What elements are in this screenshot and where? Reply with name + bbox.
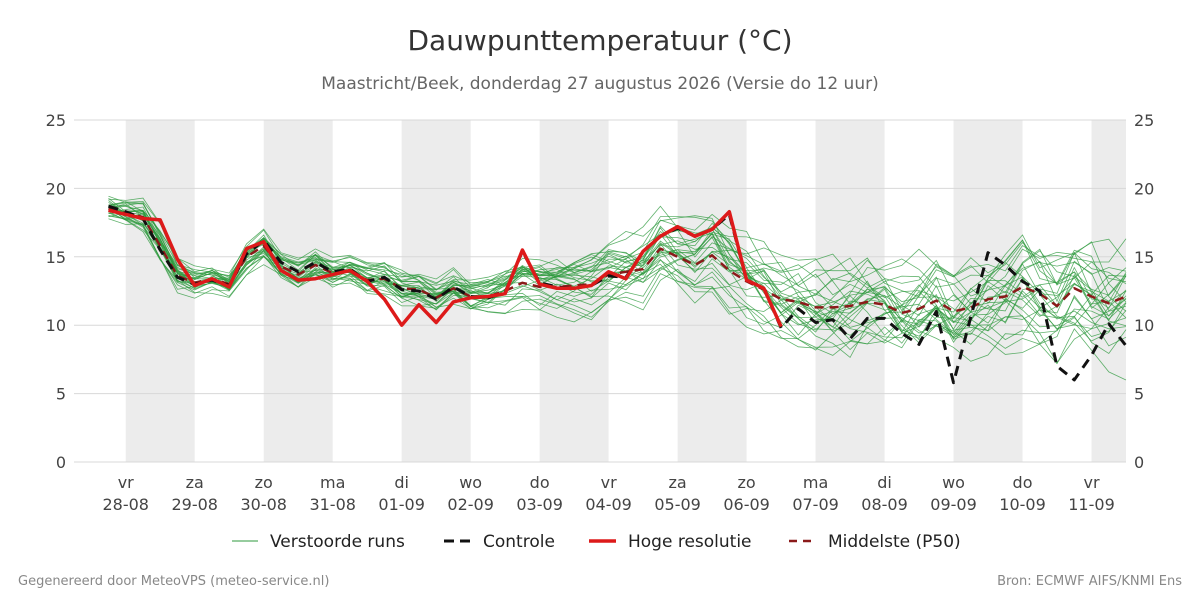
x-tick-day-12: wo <box>942 473 965 492</box>
ensemble-member-19 <box>108 205 1127 334</box>
x-tick-date-8: 05-09 <box>654 495 701 514</box>
y-tick-left-20: 20 <box>46 179 66 198</box>
x-tick-day-7: vr <box>601 473 617 492</box>
x-tick-day-0: vr <box>118 473 134 492</box>
y-tick-right-25: 25 <box>1134 111 1154 130</box>
chart-title: Dauwpunttemperatuur (°C) <box>407 24 792 57</box>
x-tick-date-5: 02-09 <box>447 495 494 514</box>
chart-subtitle: Maastricht/Beek, donderdag 27 augustus 2… <box>321 74 878 94</box>
footer-source: Bron: ECMWF AIFS/KNMI Ens <box>997 574 1182 589</box>
series-line-high-res <box>108 208 783 328</box>
x-tick-day-2: zo <box>255 473 273 492</box>
y-tick-right-0: 0 <box>1134 453 1144 472</box>
x-tick-date-12: 09-09 <box>930 495 977 514</box>
x-tick-date-6: 03-09 <box>516 495 563 514</box>
x-tick-day-1: za <box>186 473 204 492</box>
x-tick-date-9: 06-09 <box>723 495 770 514</box>
y-tick-right-5: 5 <box>1134 385 1144 404</box>
y-tick-left-5: 5 <box>56 385 66 404</box>
x-tick-day-13: do <box>1013 473 1033 492</box>
x-tick-day-6: do <box>530 473 550 492</box>
x-tick-date-14: 11-09 <box>1068 495 1115 514</box>
day-shading-layer <box>125 120 1126 462</box>
legend-label-high-res: Hoge resolutie <box>628 532 752 552</box>
day-band-1 <box>263 120 333 462</box>
x-tick-day-11: di <box>877 473 892 492</box>
y-tick-right-20: 20 <box>1134 179 1154 198</box>
x-tick-date-10: 07-09 <box>792 495 839 514</box>
legend-label-control: Controle <box>483 532 555 552</box>
y-tick-left-25: 25 <box>46 111 66 130</box>
x-tick-day-14: vr <box>1083 473 1099 492</box>
y-tick-right-10: 10 <box>1134 316 1154 335</box>
x-tick-date-13: 10-09 <box>999 495 1046 514</box>
ensemble-member-28 <box>108 210 1127 345</box>
x-tick-date-0: 28-08 <box>102 495 149 514</box>
x-tick-date-4: 01-09 <box>378 495 425 514</box>
ensemble-member-25 <box>108 200 1127 345</box>
x-tick-date-3: 31-08 <box>309 495 356 514</box>
footer-credit: Gegenereerd door MeteoVPS (meteo-service… <box>18 574 329 589</box>
x-tick-date-11: 08-09 <box>861 495 908 514</box>
y-tick-right-15: 15 <box>1134 248 1154 267</box>
legend-label-median: Middelste (P50) <box>828 532 961 552</box>
axis-labels-layer: 0 0 5 5 10 10 15 15 20 20 25 25 vr 28-08 za 29-08 zo 30-0… <box>46 111 1155 514</box>
day-band-4 <box>677 120 747 462</box>
x-tick-date-7: 04-09 <box>585 495 632 514</box>
x-tick-day-9: zo <box>737 473 755 492</box>
x-tick-day-4: di <box>394 473 409 492</box>
y-tick-left-10: 10 <box>46 316 66 335</box>
day-band-0 <box>125 120 195 462</box>
ensemble-member-23 <box>108 207 1127 336</box>
ensemble-member-26 <box>108 205 1127 337</box>
x-tick-date-2: 30-08 <box>240 495 287 514</box>
ensemble-member-22 <box>108 218 1127 342</box>
y-tick-left-15: 15 <box>46 248 66 267</box>
x-tick-day-8: za <box>669 473 687 492</box>
x-tick-day-3: ma <box>320 473 345 492</box>
ensemble-member-5 <box>108 203 1127 312</box>
x-tick-day-5: wo <box>459 473 482 492</box>
y-tick-left-0: 0 <box>56 453 66 472</box>
series-layer <box>108 204 1128 385</box>
legend-label-ensemble: Verstoorde runs <box>270 532 405 552</box>
x-tick-day-10: ma <box>803 473 828 492</box>
legend: Verstoorde runs Controle Hoge resolutie … <box>232 532 961 552</box>
ensemble-member-16 <box>108 206 1127 359</box>
x-tick-date-1: 29-08 <box>171 495 218 514</box>
